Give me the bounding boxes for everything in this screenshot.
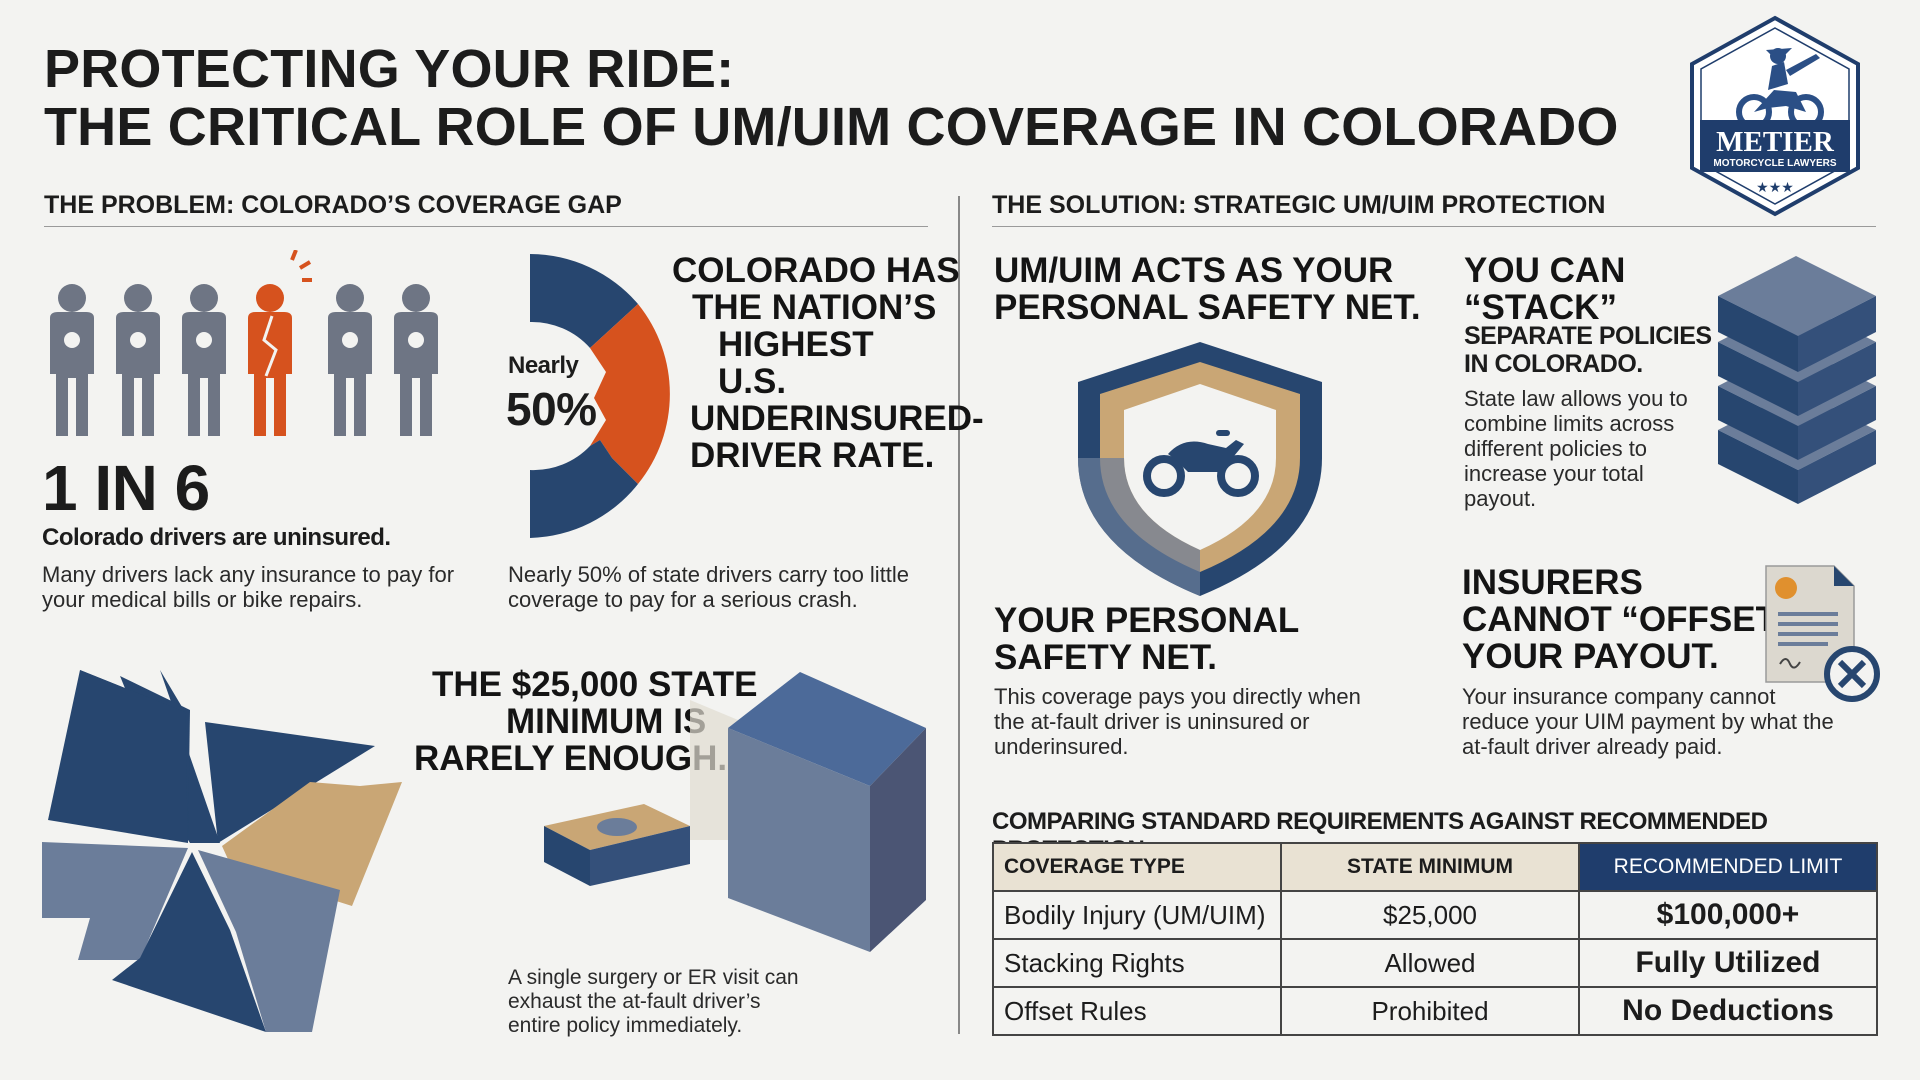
logo-badge-icon: METIER MOTORCYCLE LAWYERS ★★★: [1690, 15, 1860, 217]
shield-motorcycle-icon: [1076, 340, 1324, 598]
document-cancel-icon: [1764, 564, 1882, 704]
person-icon-2: [116, 284, 160, 436]
offset-text: Your insurance company cannot reduce you…: [1462, 684, 1834, 759]
column-header-coverage-type: COVERAGE TYPE: [992, 842, 1282, 892]
offset-headline: INSURERS CANNOT “OFFSET” YOUR PAYOUT.: [1462, 563, 1795, 676]
table-row: Stacking Rights Allowed Fully Utilized: [992, 938, 1878, 988]
page-title-line1: PROTECTING YOUR RIDE:: [44, 39, 735, 99]
person-icon-6: [394, 284, 438, 436]
underinsured-text: Nearly 50% of state drivers carry too li…: [508, 562, 910, 612]
safety-net-text: This coverage pays you directly when the…: [994, 684, 1361, 759]
safety-net-headline: YOUR PERSONAL SAFETY NET.: [994, 601, 1300, 677]
table-cell: Prohibited: [1280, 986, 1580, 1036]
table-cell: $100,000+: [1578, 890, 1878, 940]
motorcycle-icon: [1143, 430, 1259, 497]
logo-name: METIER: [1716, 126, 1835, 158]
donut-orange-segment: [590, 304, 670, 484]
stack-text: State law allows you to combine limits a…: [1464, 386, 1688, 511]
minimum-headline: THE $25,000 STATE MINIMUM IS RARELY ENOU…: [414, 665, 758, 778]
underinsured-headline: COLORADO HAS THE NATION’S HIGHEST U.S. U…: [672, 251, 984, 475]
center-divider: [958, 196, 960, 1034]
column-header-recommended-limit: RECOMMENDED LIMIT: [1578, 842, 1878, 892]
table-cell: Fully Utilized: [1578, 938, 1878, 988]
table-cell: Allowed: [1280, 938, 1580, 988]
donut-label-big: 50%: [506, 383, 597, 435]
shattered-shield-illustration: [40, 670, 410, 1040]
page-title: PROTECTING YOUR RIDE: THE CRITICAL ROLE …: [44, 40, 1619, 156]
table-cell: Bodily Injury (UM/UIM): [992, 890, 1282, 940]
person-icon-3: [182, 284, 226, 436]
uninsured-caption: Colorado drivers are uninsured.: [42, 524, 391, 551]
stack-subheadline: SEPARATE POLICIES IN COLORADO.: [1464, 322, 1712, 378]
uninsured-text: Many drivers lack any insurance to pay f…: [42, 562, 455, 612]
person-highlight-icon: [248, 249, 312, 436]
problem-heading: THE PROBLEM: COLORADO’S COVERAGE GAP: [44, 191, 622, 219]
minimum-text: A single surgery or ER visit can exhaust…: [508, 966, 799, 1037]
cash-stack-icon: [544, 804, 690, 886]
table-cell: $25,000: [1280, 890, 1580, 940]
table-row: Offset Rules Prohibited No Deductions: [992, 986, 1878, 1036]
safety-net-top-headline: UM/UIM ACTS AS YOUR PERSONAL SAFETY NET.: [994, 251, 1421, 327]
underinsured-donut-chart: [528, 252, 678, 542]
metier-logo[interactable]: METIER MOTORCYCLE LAWYERS ★★★: [1682, 14, 1868, 218]
problem-divider: [44, 226, 928, 227]
person-icon-5: [328, 284, 372, 436]
table-cell: Stacking Rights: [992, 938, 1282, 988]
column-header-state-minimum: STATE MINIMUM: [1280, 842, 1580, 892]
table-cell: No Deductions: [1578, 986, 1878, 1036]
policy-layer-4: [1718, 256, 1876, 372]
comparison-table: COVERAGE TYPE STATE MINIMUM RECOMMENDED …: [992, 842, 1878, 1036]
stacked-policies-icon: [1716, 254, 1878, 504]
table-row: Bodily Injury (UM/UIM) $25,000 $100,000+: [992, 890, 1878, 940]
donut-label-small: Nearly: [508, 352, 579, 379]
uninsured-figures: [40, 249, 460, 446]
comparison-table-wrap: COVERAGE TYPE STATE MINIMUM RECOMMENDED …: [992, 842, 1878, 1036]
solution-heading: THE SOLUTION: STRATEGIC UM/UIM PROTECTIO…: [992, 191, 1606, 219]
uninsured-stat: 1 IN 6: [42, 452, 210, 524]
logo-subtitle: MOTORCYCLE LAWYERS: [1713, 158, 1836, 169]
donut-navy-segment-bottom: [530, 440, 638, 538]
donut-navy-segment: [530, 254, 638, 348]
stack-headline: YOU CAN “STACK”: [1464, 251, 1626, 327]
page-title-line2: THE CRITICAL ROLE OF UM/UIM COVERAGE IN …: [44, 97, 1619, 157]
logo-stars: ★★★: [1756, 180, 1794, 196]
person-icon-1: [50, 284, 94, 436]
table-header-row: COVERAGE TYPE STATE MINIMUM RECOMMENDED …: [992, 842, 1878, 892]
table-cell: Offset Rules: [992, 986, 1282, 1036]
solution-divider: [992, 226, 1876, 227]
cash-vs-cost-illustration: [540, 670, 930, 960]
